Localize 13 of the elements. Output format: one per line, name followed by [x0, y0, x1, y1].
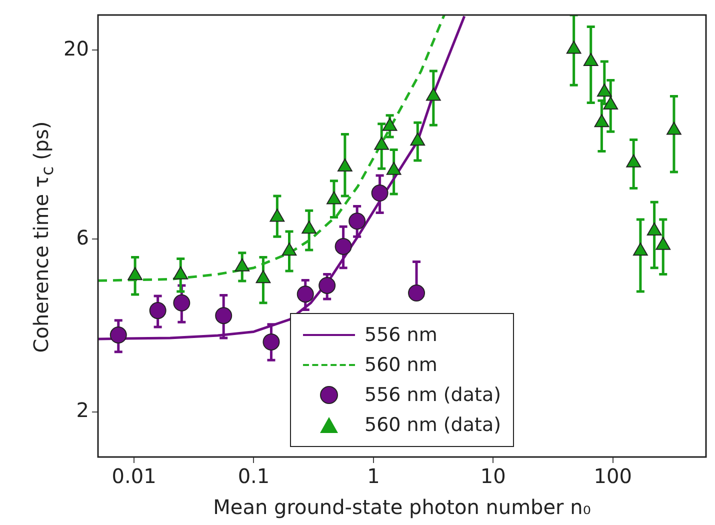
- legend-label: 560 nm: [364, 354, 438, 376]
- y-tick-label: 2: [76, 398, 89, 422]
- x-axis-title: Mean ground-state photon number n₀: [213, 495, 591, 520]
- legend-label: 560 nm (data): [364, 414, 502, 436]
- x-tick-label: 100: [594, 464, 632, 488]
- y-tick-label: 20: [64, 36, 89, 60]
- x-tick-label: 0.1: [238, 464, 270, 488]
- y-tick-label: 6: [76, 225, 89, 250]
- legend-label: 556 nm (data): [364, 384, 502, 406]
- x-tick-label: 1: [367, 464, 380, 488]
- x-tick-label: 0.01: [112, 464, 156, 488]
- x-tick-label: 10: [480, 464, 506, 488]
- legend-label: 556 nm: [364, 324, 438, 346]
